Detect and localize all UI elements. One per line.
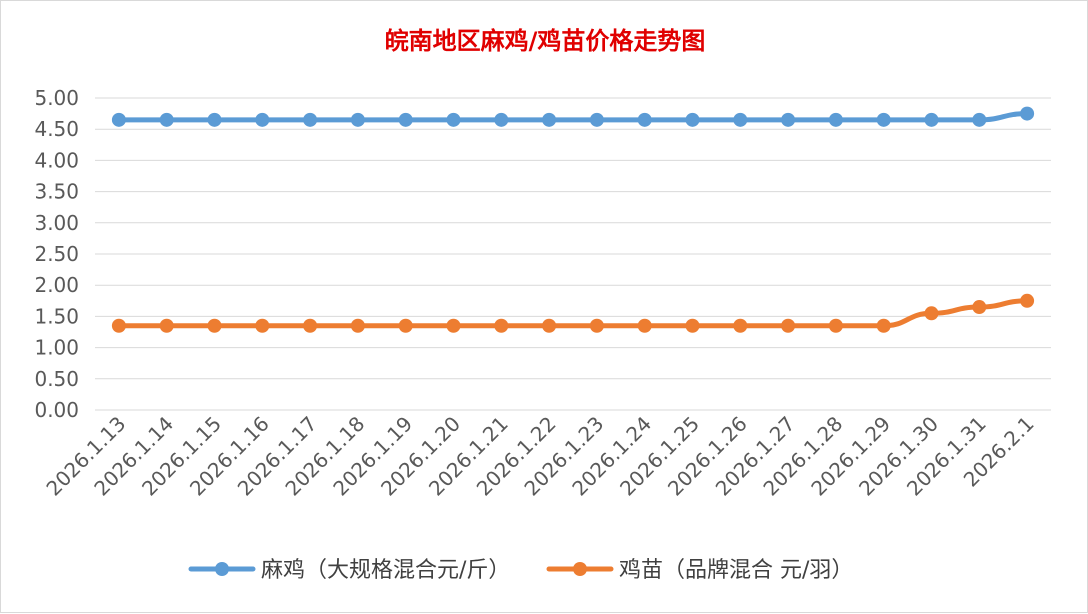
data-point bbox=[159, 112, 174, 127]
legend: 麻鸡（大规格混合元/斤） 鸡苗（品牌混合 元/羽） bbox=[188, 558, 853, 583]
y-axis-ticks: 0.00 0.50 1.00 1.50 2.00 2.50 3.00 3.50 4.00 4.50… bbox=[34, 86, 79, 422]
data-point bbox=[542, 112, 557, 127]
series-layer bbox=[111, 106, 1035, 333]
y-tick-label: 3.00 bbox=[34, 211, 79, 235]
y-tick-label: 5.00 bbox=[34, 86, 79, 110]
data-point bbox=[637, 318, 652, 333]
data-point bbox=[303, 112, 318, 127]
series-0 bbox=[111, 106, 1035, 127]
y-tick-label: 2.00 bbox=[34, 273, 79, 297]
series-1 bbox=[111, 293, 1035, 333]
legend-swatch-marker bbox=[215, 562, 229, 576]
data-point bbox=[828, 318, 843, 333]
data-point bbox=[781, 112, 796, 127]
data-point bbox=[733, 112, 748, 127]
y-tick-label: 3.50 bbox=[34, 180, 79, 204]
y-tick-label: 4.50 bbox=[34, 117, 79, 141]
y-tick-label: 4.00 bbox=[34, 148, 79, 172]
data-point bbox=[207, 318, 222, 333]
data-point bbox=[350, 112, 365, 127]
data-point bbox=[446, 112, 461, 127]
grid-lines bbox=[95, 97, 1051, 411]
data-point bbox=[111, 112, 126, 127]
y-tick-label: 1.00 bbox=[34, 336, 79, 360]
data-point bbox=[350, 318, 365, 333]
data-point bbox=[207, 112, 222, 127]
data-point bbox=[494, 318, 509, 333]
legend-entry-label: 麻鸡（大规格混合元/斤） bbox=[261, 558, 510, 583]
series-line bbox=[116, 298, 1030, 329]
data-point bbox=[637, 112, 652, 127]
legend-entry-label: 鸡苗（品牌混合 元/羽） bbox=[619, 558, 853, 583]
data-point bbox=[1020, 106, 1035, 121]
y-tick-label: 2.50 bbox=[34, 242, 79, 266]
data-point bbox=[876, 112, 891, 127]
data-point bbox=[303, 318, 318, 333]
y-tick-label: 0.00 bbox=[34, 398, 79, 422]
series-line bbox=[116, 111, 1030, 123]
data-point bbox=[781, 318, 796, 333]
data-point bbox=[924, 306, 939, 321]
data-point bbox=[733, 318, 748, 333]
data-point bbox=[685, 318, 700, 333]
chart-title: 皖南地区麻鸡/鸡苗价格走势图 bbox=[385, 27, 706, 55]
x-axis-ticks: 2026.1.132026.1.142026.1.152026.1.162026… bbox=[41, 412, 1038, 501]
data-point bbox=[589, 318, 604, 333]
data-point bbox=[589, 112, 604, 127]
data-point bbox=[542, 318, 557, 333]
data-point bbox=[255, 112, 270, 127]
data-point bbox=[494, 112, 509, 127]
data-point bbox=[685, 112, 700, 127]
data-point bbox=[159, 318, 174, 333]
data-point bbox=[828, 112, 843, 127]
data-point bbox=[1020, 293, 1035, 308]
legend-swatch-marker bbox=[573, 562, 587, 576]
y-tick-label: 1.50 bbox=[34, 304, 79, 328]
data-point bbox=[972, 300, 987, 315]
data-point bbox=[972, 112, 987, 127]
data-point bbox=[255, 318, 270, 333]
data-point bbox=[398, 318, 413, 333]
data-point bbox=[924, 112, 939, 127]
data-point bbox=[398, 112, 413, 127]
data-point bbox=[876, 318, 891, 333]
data-point bbox=[111, 318, 126, 333]
y-tick-label: 0.50 bbox=[34, 367, 79, 391]
data-point bbox=[446, 318, 461, 333]
